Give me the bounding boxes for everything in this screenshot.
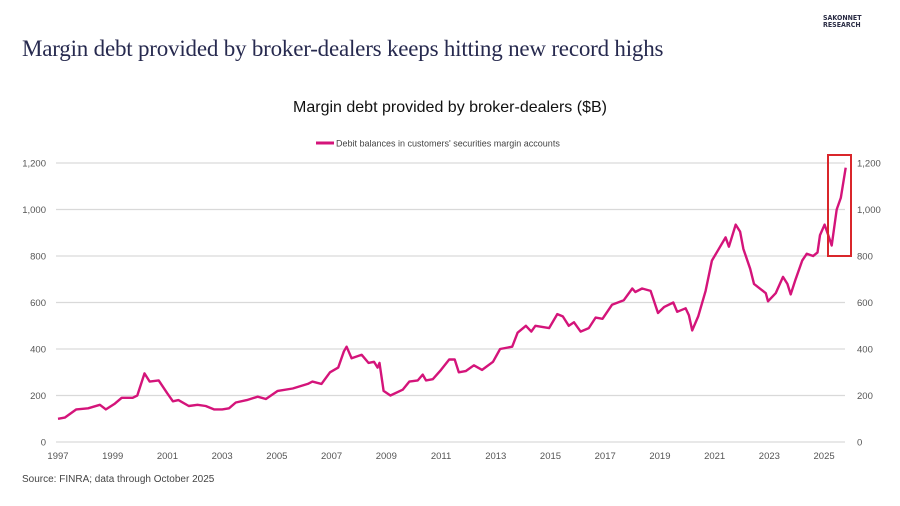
x-tick: 2021 xyxy=(704,451,725,462)
page-title: Margin debt provided by broker-dealers k… xyxy=(22,36,664,61)
y-tick-left: 400 xyxy=(30,345,46,356)
y-tick-left: 1,000 xyxy=(22,205,46,216)
x-tick: 2011 xyxy=(431,451,451,462)
x-tick: 2003 xyxy=(212,451,233,462)
logo-line2: RESEARCH xyxy=(823,21,861,29)
y-tick-right: 1,000 xyxy=(857,205,881,216)
y-tick-left: 1,200 xyxy=(22,159,46,170)
y-tick-right: 200 xyxy=(857,391,873,402)
y-tick-left: 0 xyxy=(41,438,46,449)
series-line xyxy=(57,167,847,420)
x-tick: 2017 xyxy=(595,451,616,462)
x-tick: 2001 xyxy=(157,451,178,462)
x-tick: 1999 xyxy=(102,451,123,462)
x-tick: 2005 xyxy=(266,451,287,462)
x-tick: 1997 xyxy=(47,451,68,462)
x-tick: 2009 xyxy=(376,451,397,462)
y-tick-right: 400 xyxy=(857,345,873,356)
x-tick: 2023 xyxy=(759,451,780,462)
logo-line1: SAKONNET xyxy=(823,14,862,22)
x-tick: 2007 xyxy=(321,451,342,462)
y-tick-left: 200 xyxy=(30,391,46,402)
y-tick-right: 1,200 xyxy=(857,159,881,170)
legend: Debit balances in customers' securities … xyxy=(316,139,560,149)
x-tick: 2019 xyxy=(649,451,670,462)
source-note: Source: FINRA; data through October 2025 xyxy=(22,474,215,485)
sakonnet-logo: SAKONNET RESEARCH xyxy=(823,15,862,29)
x-tick: 2015 xyxy=(540,451,561,462)
y-tick-left: 800 xyxy=(30,252,46,263)
x-tick: 2013 xyxy=(485,451,506,462)
chart-title: Margin debt provided by broker-dealers (… xyxy=(293,99,607,116)
highlight-box xyxy=(827,154,852,257)
y-tick-right: 0 xyxy=(857,438,862,449)
x-tick: 2025 xyxy=(814,451,835,462)
y-tick-left: 600 xyxy=(30,298,46,309)
y-tick-right: 600 xyxy=(857,298,873,309)
legend-label: Debit balances in customers' securities … xyxy=(336,139,560,149)
y-tick-right: 800 xyxy=(857,252,873,263)
